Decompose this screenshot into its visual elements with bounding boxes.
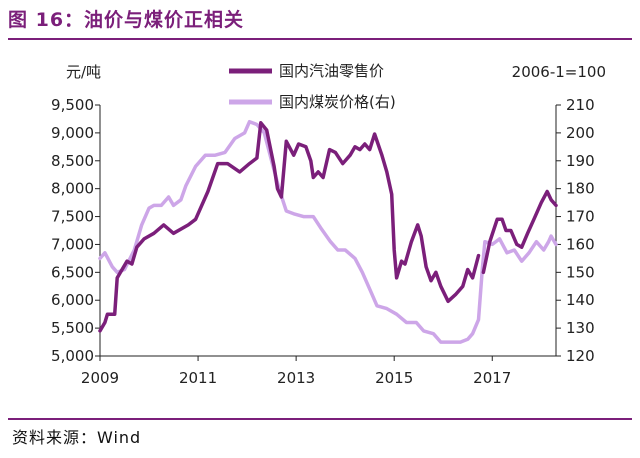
legend-label: 国内汽油零售价 (279, 62, 384, 80)
y-left-tick-label: 8,000 (51, 180, 94, 198)
x-tick-label: 2013 (277, 369, 315, 387)
y-axis-right-label: 2006-1=100 (512, 63, 606, 81)
source-divider (8, 418, 632, 420)
y-right-tick-label: 130 (566, 319, 595, 337)
y-left-tick-label: 6,000 (51, 291, 94, 309)
y-right-tick-label: 180 (566, 180, 595, 198)
gasoline-price-line (98, 121, 481, 333)
y-left-tick-label: 6,500 (51, 263, 94, 281)
source-note: 资料来源：Wind (12, 428, 142, 447)
y-right-tick-label: 190 (566, 152, 595, 170)
y-left-tick-label: 8,500 (51, 152, 94, 170)
y-left-tick-label: 9,500 (51, 96, 94, 114)
x-tick-label: 2009 (81, 369, 119, 387)
y-right-tick-label: 140 (566, 291, 595, 309)
x-tick-label: 2011 (179, 369, 217, 387)
y-left-tick-label: 7,000 (51, 235, 94, 253)
chart-series (98, 119, 558, 344)
y-right-tick-label: 160 (566, 235, 595, 253)
figure-title: 图 16：油价与煤价正相关 (8, 9, 245, 31)
y-left-tick-label: 9,000 (51, 124, 94, 142)
x-tick-label: 2017 (473, 369, 511, 387)
y-right-tick-label: 200 (566, 124, 595, 142)
y-left-tick-label: 7,500 (51, 208, 94, 226)
y-axis-left-label: 元/吨 (66, 63, 101, 81)
y-right-tick-label: 120 (566, 347, 595, 365)
x-tick-label: 2015 (375, 369, 413, 387)
y-right-tick-label: 170 (566, 208, 595, 226)
y-right-tick-label: 150 (566, 263, 595, 281)
title-divider (8, 38, 632, 40)
legend-label: 国内煤炭价格(右) (279, 93, 396, 111)
line-chart: 5,000 5,500 6,000 6,500 7,000 7,500 8,000 8,500… (51, 62, 606, 387)
gasoline-price-line (481, 189, 558, 275)
y-left-tick-label: 5,000 (51, 347, 94, 365)
chart-axes: 5,000 5,500 6,000 6,500 7,000 7,500 8,000 8,500… (51, 96, 595, 387)
y-right-tick-label: 210 (566, 96, 595, 114)
y-left-tick-label: 5,500 (51, 319, 94, 337)
